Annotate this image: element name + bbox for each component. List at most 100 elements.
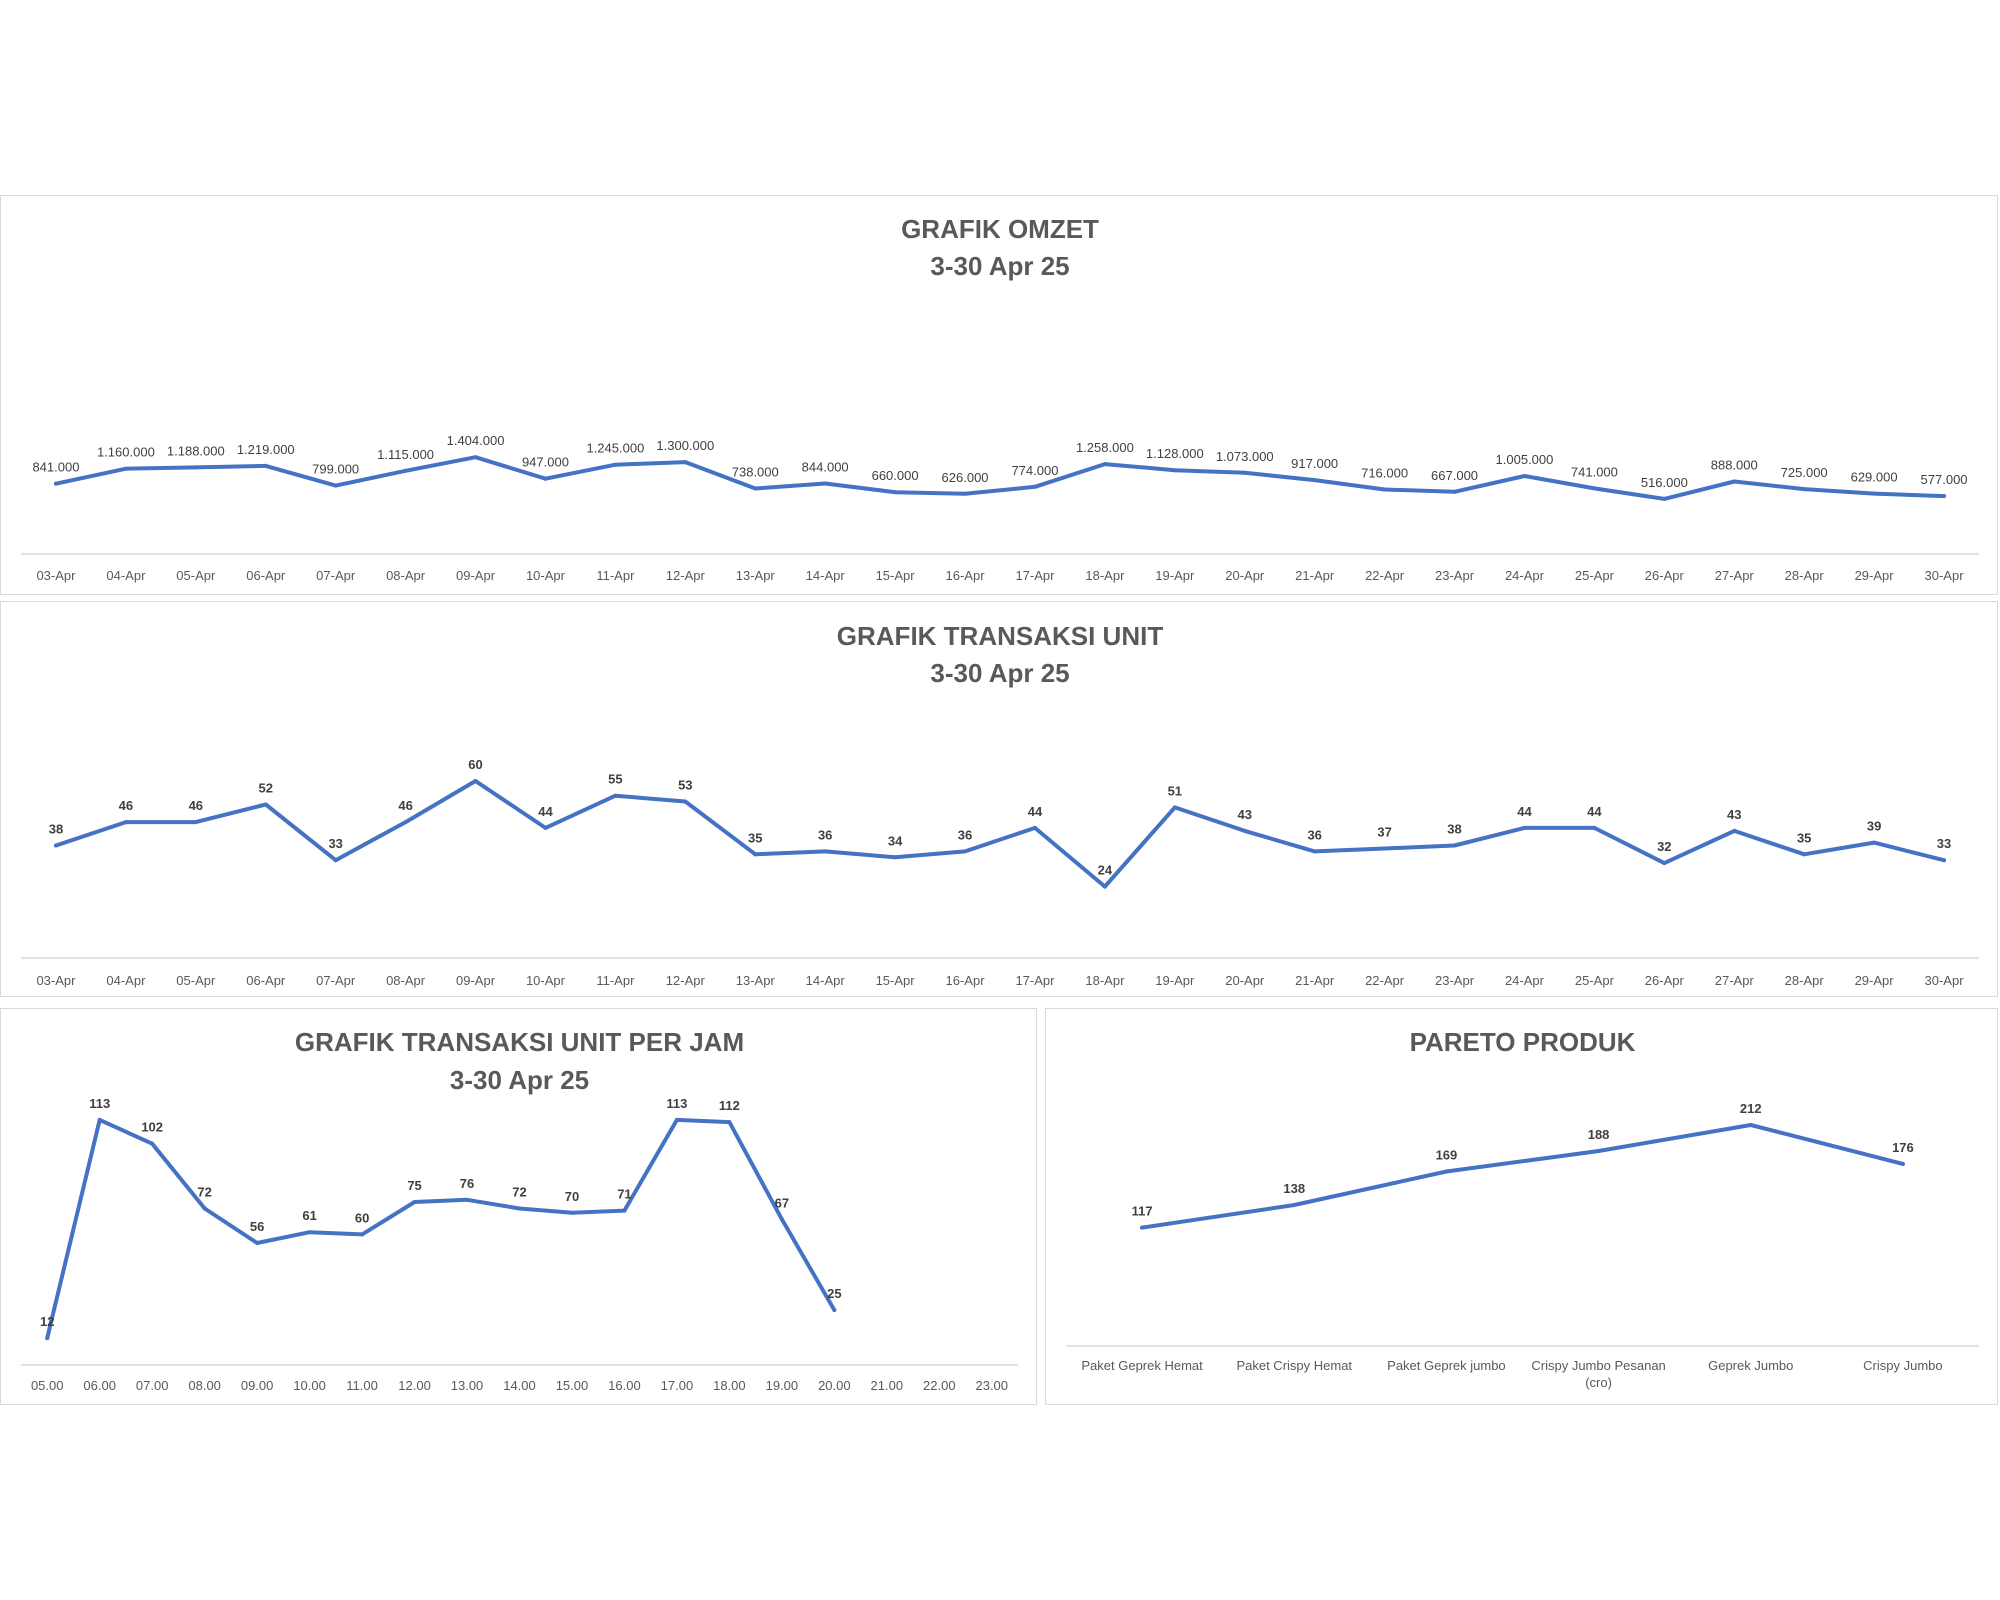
x-tick-label: 03-Apr xyxy=(36,973,76,988)
data-point xyxy=(333,858,338,863)
x-tick-label: 07-Apr xyxy=(316,568,356,583)
data-point xyxy=(753,852,758,857)
data-label: 44 xyxy=(538,804,553,819)
data-point xyxy=(473,779,478,783)
series-line-pareto xyxy=(1140,1123,1905,1230)
unit-chart: GRAFIK TRANSAKSI UNIT 3-30 Apr 25 03-Apr 04… xyxy=(21,621,1979,988)
data-label: 1.160.000 xyxy=(97,445,155,460)
data-point xyxy=(1732,828,1737,833)
chart-title: GRAFIK TRANSAKSI UNIT xyxy=(837,621,1164,651)
data-point xyxy=(963,491,968,496)
data-point xyxy=(123,820,128,825)
data-label: 112 xyxy=(719,1098,740,1113)
data-point xyxy=(1592,486,1597,491)
x-tick-label: 25-Apr xyxy=(1575,973,1615,988)
data-label: 36 xyxy=(818,827,832,842)
data-label: 56 xyxy=(250,1219,264,1234)
data-label: 738.000 xyxy=(732,465,779,480)
x-tick-label: 13-Apr xyxy=(736,973,776,988)
data-point xyxy=(307,1230,312,1235)
x-tick-label: 14-Apr xyxy=(806,568,846,583)
data-point xyxy=(1872,840,1877,845)
x-tick-label: Crispy Jumbo xyxy=(1863,1358,1942,1373)
data-label: 46 xyxy=(189,798,203,813)
x-tick-label: 19.00 xyxy=(766,1378,799,1393)
x-tick-label: 06.00 xyxy=(83,1378,116,1393)
data-point xyxy=(727,1120,732,1125)
x-tick-label: 05-Apr xyxy=(176,973,216,988)
data-point xyxy=(1312,478,1317,483)
x-tick-label: 11-Apr xyxy=(596,973,635,988)
perjam-chart: GRAFIK TRANSAKSI UNIT PER JAM 3-30 Apr 25… xyxy=(21,1027,1018,1393)
omzet-chart: GRAFIK OMZET 3-30 Apr 25 03-Apr 04-Apr 05-Ap… xyxy=(21,214,1979,583)
x-tick-label: 27-Apr xyxy=(1715,568,1755,583)
x-tick-label: 11-Apr xyxy=(596,568,635,583)
data-point xyxy=(403,468,408,473)
x-tick-label: 22-Apr xyxy=(1365,568,1405,583)
data-label: 67 xyxy=(775,1195,789,1210)
data-point xyxy=(403,820,408,825)
x-tick-label: 23-Apr xyxy=(1435,973,1475,988)
data-label: 102 xyxy=(141,1120,163,1135)
x-tick-label: 16.00 xyxy=(608,1378,641,1393)
data-label: 38 xyxy=(49,822,63,837)
data-point xyxy=(1662,861,1667,866)
data-label: 113 xyxy=(89,1096,110,1111)
data-label: 46 xyxy=(398,798,412,813)
data-label: 1.258.000 xyxy=(1076,440,1134,455)
data-label: 516.000 xyxy=(1641,475,1688,490)
pareto-chart: PARETO PRODUK Paket Geprek Hemat Paket Cri… xyxy=(1066,1027,1979,1390)
data-point xyxy=(1312,849,1317,854)
data-point xyxy=(674,1117,679,1122)
data-label: 169 xyxy=(1436,1147,1458,1162)
data-point xyxy=(543,476,548,481)
data-label: 138 xyxy=(1283,1181,1305,1196)
data-label: 33 xyxy=(328,836,342,851)
data-label: 176 xyxy=(1892,1140,1914,1155)
data-point xyxy=(202,1206,207,1211)
data-label: 660.000 xyxy=(872,468,919,483)
x-tick-label: 08.00 xyxy=(188,1378,221,1393)
x-tick-label: 18.00 xyxy=(713,1378,746,1393)
data-point xyxy=(1872,491,1877,496)
chart-subtitle: 3-30 Apr 25 xyxy=(450,1065,589,1095)
data-point xyxy=(1900,1161,1905,1166)
data-point xyxy=(613,462,618,467)
data-label: 72 xyxy=(512,1184,526,1199)
x-tick-label: Paket Crispy Hemat xyxy=(1236,1358,1352,1373)
data-label: 117 xyxy=(1132,1204,1153,1219)
data-label: 71 xyxy=(617,1187,631,1202)
data-point xyxy=(53,481,58,486)
x-tick-label: 18-Apr xyxy=(1085,973,1125,988)
x-tick-label: 25-Apr xyxy=(1575,568,1615,583)
x-tick-label: 17-Apr xyxy=(1015,568,1055,583)
x-tick-label: 09-Apr xyxy=(456,973,496,988)
x-tick-label: 14-Apr xyxy=(806,973,846,988)
data-point xyxy=(1102,462,1107,467)
data-label: 38 xyxy=(1447,822,1461,837)
data-point xyxy=(412,1200,417,1204)
data-label: 52 xyxy=(259,780,273,795)
x-tick-label: 23-Apr xyxy=(1435,568,1475,583)
x-tick-label: 15-Apr xyxy=(876,973,916,988)
data-label: 55 xyxy=(608,772,622,787)
x-tick-label: 12-Apr xyxy=(666,973,706,988)
data-label: 841.000 xyxy=(32,460,79,475)
series-line-perjam xyxy=(45,1117,837,1341)
x-tick-label: 21.00 xyxy=(871,1378,904,1393)
data-point xyxy=(893,855,898,860)
x-tick-label: 20.00 xyxy=(818,1378,851,1393)
x-tick-label: 22-Apr xyxy=(1365,973,1405,988)
chart-title: PARETO PRODUK xyxy=(1410,1027,1636,1057)
data-point xyxy=(1522,825,1527,830)
x-tick-label: 04-Apr xyxy=(106,568,146,583)
omzet-chart-panel: GRAFIK OMZET 3-30 Apr 25 03-Apr 04-Apr 05-Ap… xyxy=(0,195,1998,595)
data-point xyxy=(1444,1169,1449,1174)
data-point xyxy=(465,1197,470,1202)
x-tick-label: 18-Apr xyxy=(1085,568,1125,583)
data-point xyxy=(97,1117,102,1122)
data-label: 667.000 xyxy=(1431,468,1478,483)
x-tick-label: 16-Apr xyxy=(946,973,986,988)
x-tick-label: 26-Apr xyxy=(1645,568,1685,583)
data-label: 44 xyxy=(1517,804,1532,819)
